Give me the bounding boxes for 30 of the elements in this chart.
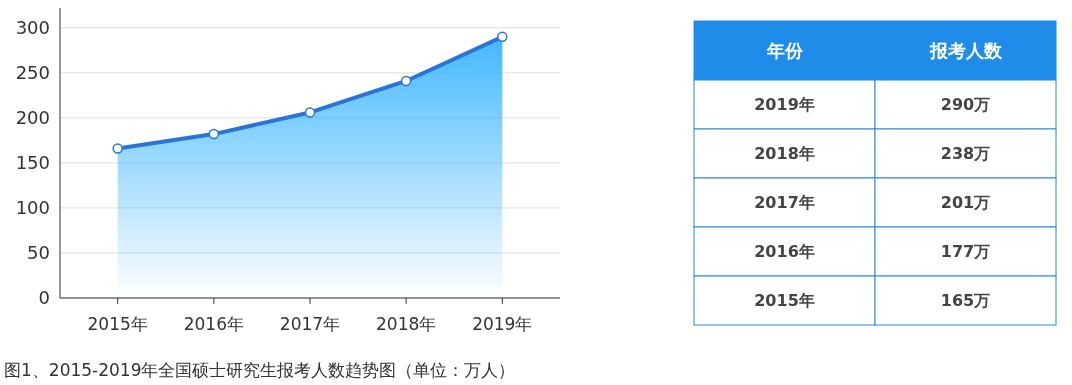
text: 2019年: [754, 95, 815, 115]
point: [497, 31, 508, 43]
text: 177万: [940, 242, 991, 262]
y-tick-label: 200: [15, 107, 50, 129]
text: 290万: [940, 95, 991, 115]
text: 年份: [765, 39, 804, 61]
point: [400, 75, 412, 87]
text: 238万: [940, 144, 991, 164]
point: [304, 107, 316, 118]
x-tick-label: 2015年: [87, 314, 148, 334]
y-tick-label: 0: [38, 287, 50, 309]
text: 2016年: [754, 242, 815, 262]
x-tick-label: 2016年: [183, 314, 244, 334]
x-tick-label: 2019年: [472, 314, 533, 334]
y-tick-label: 300: [15, 17, 50, 39]
text: 报考人数: [928, 39, 1003, 61]
y-tick-label: 150: [15, 152, 50, 174]
point: [112, 143, 123, 154]
x-tick-label: 2017年: [279, 314, 341, 334]
text: 165万: [940, 291, 991, 311]
text: 2018年: [754, 144, 815, 164]
y-tick-label: 250: [15, 62, 50, 84]
y-tick-label: 100: [15, 197, 50, 219]
text: 2015年: [754, 291, 815, 311]
text: 2017年: [754, 193, 815, 213]
point: [208, 128, 220, 140]
text: 201万: [940, 193, 991, 213]
x-tick-label: 2018年: [376, 314, 437, 334]
caption: 图1、2015-2019年全国硕士研究生报考人数趋势图（单位：万人）: [4, 360, 516, 380]
y-tick-label: 50: [27, 242, 50, 264]
